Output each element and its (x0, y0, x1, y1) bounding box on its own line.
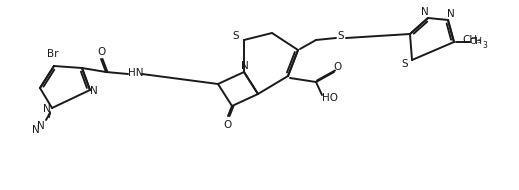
Text: N: N (43, 104, 51, 114)
Text: S: S (402, 59, 408, 69)
Text: S: S (233, 31, 239, 41)
Text: N: N (447, 9, 455, 19)
Text: O: O (97, 47, 105, 57)
Text: CH: CH (470, 36, 483, 45)
Text: N: N (37, 121, 45, 131)
Text: N: N (241, 61, 249, 71)
Text: CH₃: CH₃ (462, 35, 482, 45)
Text: S: S (338, 31, 344, 41)
Text: O: O (223, 120, 231, 130)
Text: N: N (32, 125, 40, 135)
Text: HN: HN (128, 68, 144, 78)
Text: 3: 3 (483, 40, 487, 50)
Text: HO: HO (322, 93, 338, 103)
Text: Br: Br (47, 49, 59, 59)
Text: N: N (421, 7, 429, 17)
Text: N: N (90, 86, 98, 96)
Text: O: O (334, 62, 342, 72)
